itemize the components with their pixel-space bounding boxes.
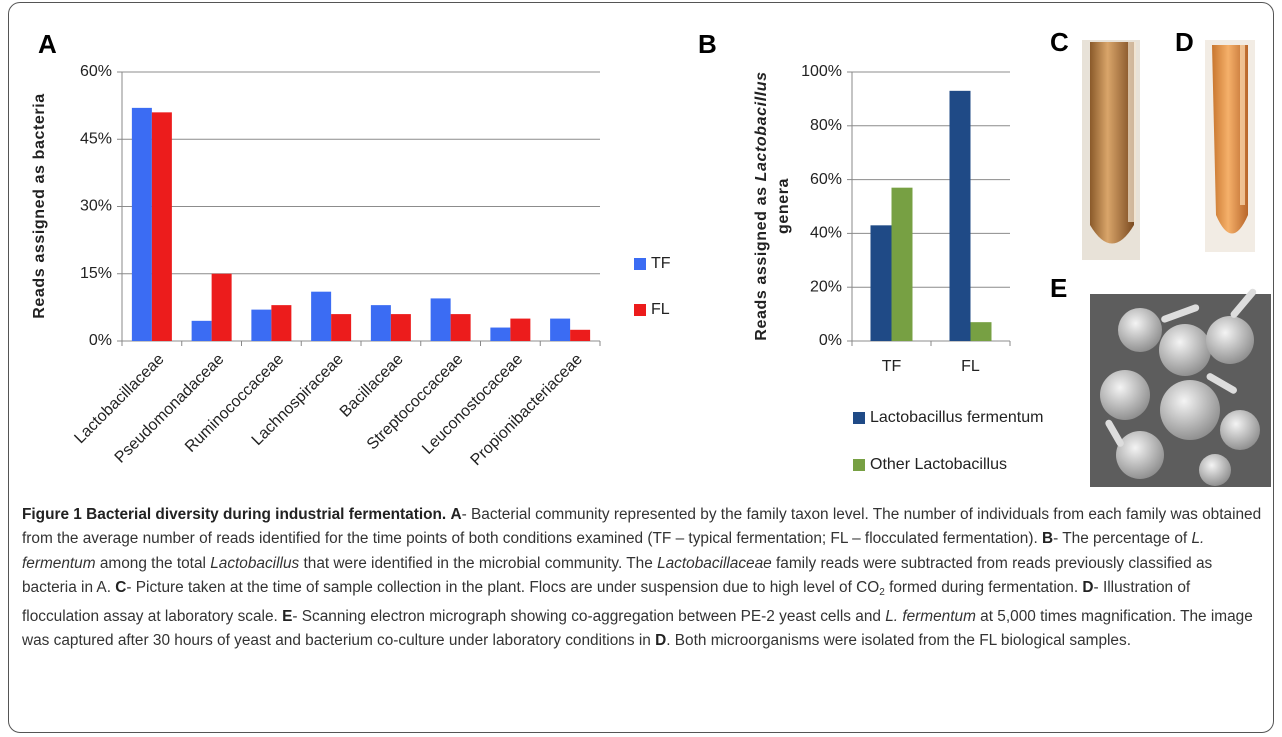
caption-text: that were identified in the microbial co… bbox=[299, 555, 657, 572]
y-tick-label: 20% bbox=[810, 278, 842, 295]
caption-text: D bbox=[1082, 579, 1093, 596]
caption-text: E bbox=[282, 608, 292, 625]
caption-text: - Scanning electron micrograph showing c… bbox=[292, 608, 885, 625]
caption-text: - The percentage of bbox=[1053, 530, 1191, 547]
bar bbox=[152, 112, 172, 341]
x-tick-label: Ruminococcaceae bbox=[182, 351, 287, 456]
bar bbox=[311, 292, 331, 341]
caption-text: . Both microorganisms were isolated from… bbox=[666, 632, 1131, 649]
panel-label: B bbox=[698, 29, 717, 59]
caption-text: D bbox=[655, 632, 666, 649]
caption-text: L. fermentum bbox=[885, 608, 976, 625]
caption-text: Lactobacillaceae bbox=[657, 555, 772, 572]
caption-text: Figure 1 Bacterial diversity during indu… bbox=[22, 506, 446, 523]
legend-label: Lactobacillus fermentum bbox=[870, 409, 1043, 426]
y-tick-label: 40% bbox=[810, 225, 842, 242]
caption-text: - Picture taken at the time of sample co… bbox=[126, 579, 879, 596]
legend-label: Other Lactobacillus bbox=[870, 456, 1007, 473]
caption: Figure 1 Bacterial diversity during indu… bbox=[22, 503, 1262, 654]
y-tick-label: 30% bbox=[80, 198, 112, 215]
y-axis-label-part: genera bbox=[775, 178, 792, 234]
y-axis-label-part: Reads assigned as bbox=[753, 181, 770, 340]
photo-d bbox=[1205, 40, 1255, 252]
legend-swatch bbox=[634, 304, 646, 316]
x-tick-label: TF bbox=[882, 358, 902, 375]
y-tick-label: 15% bbox=[80, 265, 112, 282]
panel-label: D bbox=[1175, 27, 1194, 57]
y-tick-label: 80% bbox=[810, 117, 842, 134]
y-axis-label-part: Lactobacillus bbox=[753, 71, 770, 181]
bar bbox=[451, 314, 471, 341]
y-tick-label: 0% bbox=[89, 332, 112, 349]
x-tick-label: Propionibacteriaceae bbox=[468, 351, 586, 469]
photo-c bbox=[1082, 40, 1140, 260]
bar bbox=[971, 322, 992, 341]
caption-text: B bbox=[1042, 530, 1053, 547]
legend-label: FL bbox=[651, 301, 670, 318]
bar bbox=[391, 314, 411, 341]
legend-swatch bbox=[853, 412, 865, 424]
caption-text: among the total bbox=[96, 555, 211, 572]
caption-text: A bbox=[450, 506, 461, 523]
bar bbox=[431, 298, 451, 341]
bar bbox=[212, 274, 232, 341]
panel-label: C bbox=[1050, 27, 1069, 57]
panel-label: A bbox=[38, 29, 57, 59]
bar bbox=[510, 319, 530, 341]
bar bbox=[251, 310, 271, 341]
legend-swatch bbox=[853, 459, 865, 471]
y-axis-label: Reads assigned as Lactobacillus bbox=[753, 71, 770, 340]
y-tick-label: 100% bbox=[801, 63, 842, 80]
caption-text: formed during fermentation. bbox=[885, 579, 1083, 596]
x-tick-label: Pseudomonadaceae bbox=[112, 351, 228, 467]
page: {"panels": ["A", "B", "C", "D", "E"], "c… bbox=[0, 0, 1282, 737]
bar bbox=[271, 305, 291, 341]
panel-label: E bbox=[1050, 273, 1067, 303]
x-tick-label: FL bbox=[961, 358, 980, 375]
bar bbox=[371, 305, 391, 341]
bar bbox=[331, 314, 351, 341]
bar bbox=[550, 319, 570, 341]
y-axis-label: Reads assigned as bacteria bbox=[31, 93, 48, 318]
y-tick-label: 60% bbox=[80, 63, 112, 80]
caption-text: C bbox=[115, 579, 126, 596]
bar bbox=[892, 188, 913, 341]
legend-swatch bbox=[634, 258, 646, 270]
bar bbox=[871, 225, 892, 341]
y-tick-label: 60% bbox=[810, 171, 842, 188]
x-tick-label: Leuconostocaceae bbox=[419, 351, 526, 458]
y-axis-label: genera bbox=[775, 178, 792, 234]
bar bbox=[132, 108, 152, 341]
bar bbox=[950, 91, 971, 341]
legend-label: TF bbox=[651, 255, 671, 272]
photo-e bbox=[1090, 287, 1271, 487]
bar bbox=[570, 330, 590, 341]
y-tick-label: 45% bbox=[80, 130, 112, 147]
bar bbox=[490, 328, 510, 341]
y-tick-label: 0% bbox=[819, 332, 842, 349]
bar bbox=[192, 321, 212, 341]
caption-text: Lactobacillus bbox=[210, 555, 299, 572]
